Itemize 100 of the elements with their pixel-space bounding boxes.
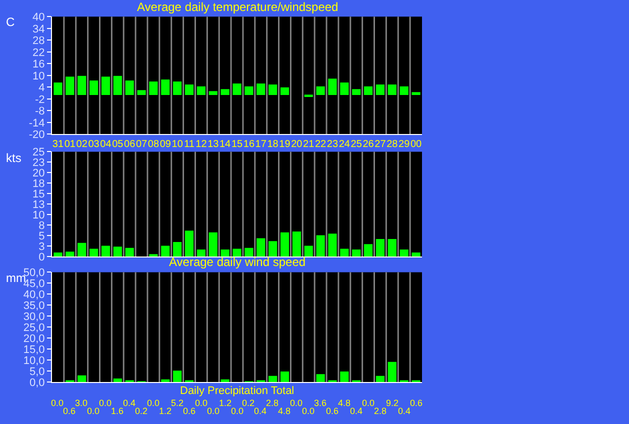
data-label: 0.0 [207, 406, 220, 416]
x-tick-label: 01 [64, 139, 76, 150]
bar [244, 248, 254, 257]
y-axis-title: C [6, 15, 15, 29]
bar [113, 378, 122, 382]
bar [184, 84, 194, 96]
bar [78, 375, 86, 382]
x-tick-label: 18 [267, 139, 279, 150]
bar [268, 376, 278, 382]
x-tick-label: 31 [52, 139, 64, 150]
bar [196, 250, 206, 257]
y-tick-label: 8 [38, 220, 45, 232]
x-tick-label: 12 [196, 139, 208, 150]
bar [268, 241, 278, 257]
bar [412, 92, 420, 96]
bar [400, 86, 408, 96]
y-tick-label: 28 [32, 35, 45, 48]
chart-title: Average daily temperature/windspeed [137, 0, 338, 14]
y-tick-label: 15,0 [23, 344, 45, 356]
data-label: 0.0 [362, 398, 375, 408]
bar [316, 374, 325, 382]
x-tick-label: 03 [88, 139, 100, 150]
bar [89, 80, 98, 96]
bar [316, 86, 325, 96]
bar [244, 86, 254, 96]
bar [352, 89, 361, 96]
y-tick-label: 10,0 [23, 354, 45, 367]
bar [376, 376, 385, 382]
data-label: 9.2 [386, 398, 399, 408]
data-label: 3.6 [314, 398, 327, 408]
data-label: 0.0 [231, 406, 244, 416]
y-tick-label: 5,0 [30, 366, 45, 378]
bar [400, 250, 408, 257]
bar [137, 90, 146, 96]
bar [256, 83, 266, 96]
bar [125, 80, 134, 96]
y-tick-label: 5 [38, 230, 45, 243]
data-label: 0.6 [410, 398, 423, 408]
data-label: 0.6 [326, 406, 339, 416]
x-tick-label: 17 [255, 139, 267, 150]
x-tick-label: 20 [291, 139, 303, 150]
data-label: 1.2 [219, 398, 232, 408]
data-label: 1.2 [159, 406, 172, 416]
y-tick-label: 25,0 [23, 322, 45, 334]
x-tick-label: 21 [303, 139, 315, 150]
y-axis-title: kts [6, 151, 22, 165]
bar [161, 246, 170, 257]
bar [149, 82, 158, 96]
y-tick-label: 16 [32, 58, 45, 71]
y-tick-label: 23 [32, 157, 45, 170]
bar [364, 244, 373, 257]
bar [101, 246, 110, 257]
bar [161, 80, 170, 96]
data-label: 0.6 [63, 406, 76, 416]
data-label: 0.0 [87, 406, 100, 416]
x-tick-label: 16 [243, 139, 255, 150]
y-tick-label: 45,0 [23, 278, 45, 290]
x-tick-label: 25 [350, 139, 362, 150]
y-tick-label: 22 [32, 46, 45, 59]
data-label: 0.0 [147, 398, 160, 408]
x-tick-label: 10 [172, 139, 184, 150]
data-label: 0.0 [302, 406, 315, 416]
bar [328, 234, 337, 257]
y-tick-label: 30,0 [23, 310, 45, 323]
bar [66, 252, 74, 257]
y-tick-label: 40,0 [23, 289, 45, 302]
bar [78, 76, 86, 96]
bar [125, 248, 134, 257]
bar [54, 252, 62, 257]
bar [376, 84, 385, 96]
bar [173, 242, 182, 257]
x-tick-label: 04 [100, 139, 112, 150]
bar [78, 242, 86, 257]
bar [268, 84, 278, 96]
y-tick-label: -20 [28, 129, 45, 142]
bar [280, 87, 290, 96]
y-tick-label: 4 [38, 82, 45, 94]
y-tick-label: 3 [38, 241, 45, 254]
y-tick-label: 10 [32, 70, 45, 82]
y-tick-label: 0 [38, 252, 45, 264]
bar [101, 76, 110, 96]
x-axis-title: Daily Precipitation Total [180, 385, 294, 397]
data-label: 0.4 [254, 406, 267, 416]
x-tick-label: 26 [362, 139, 374, 150]
x-tick-label: 22 [314, 139, 327, 150]
bar [352, 250, 361, 257]
data-label: 0.0 [290, 398, 303, 408]
bar [316, 235, 325, 257]
bar [340, 82, 349, 96]
x-tick-label: 07 [136, 139, 148, 150]
bar [280, 371, 290, 382]
y-tick-label: -2 [35, 94, 45, 106]
bar [328, 78, 337, 96]
x-tick-label: 11 [184, 139, 195, 150]
data-label: 0.4 [123, 398, 136, 408]
y-tick-label: 0,0 [30, 376, 45, 389]
bar [208, 232, 218, 257]
bar [304, 246, 313, 257]
y-tick-label: 13 [32, 199, 45, 212]
y-tick-label: 15 [32, 188, 45, 201]
